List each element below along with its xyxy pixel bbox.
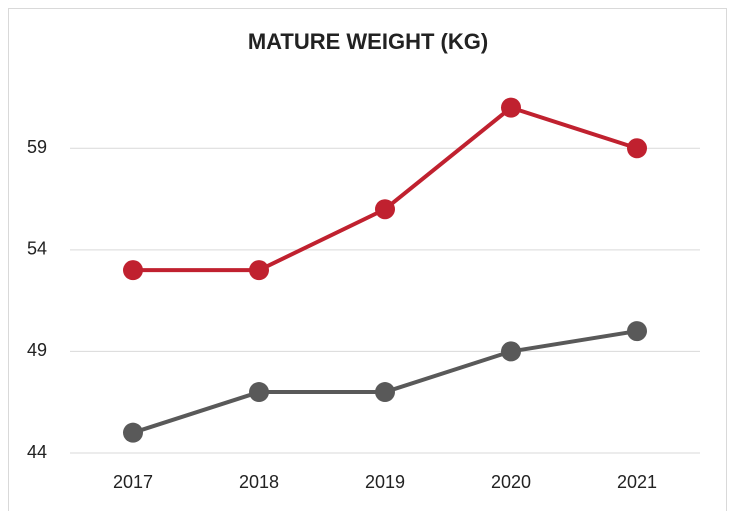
chart-frame	[8, 8, 727, 511]
point	[249, 382, 269, 403]
point	[501, 97, 521, 118]
chart-title: MATURE WEIGHT (KG)	[248, 29, 488, 54]
x-tick-label: 2019	[365, 472, 405, 492]
x-tick-label: 2017	[113, 472, 153, 492]
point	[627, 138, 647, 159]
point	[123, 260, 143, 281]
point	[501, 341, 521, 362]
x-tick-label: 2018	[239, 472, 279, 492]
point	[375, 199, 395, 220]
series-line	[133, 105, 638, 273]
x-tick-label: 2020	[491, 472, 531, 492]
y-tick-label: 49	[27, 340, 47, 360]
y-tick-label: 59	[27, 137, 47, 157]
x-tick-label: 2021	[617, 472, 657, 492]
point	[627, 321, 647, 342]
y-tick-label: 44	[27, 442, 47, 462]
point	[249, 260, 269, 281]
point	[123, 422, 143, 443]
series-line	[132, 329, 638, 435]
point	[375, 382, 395, 403]
y-tick-label: 54	[27, 239, 47, 259]
